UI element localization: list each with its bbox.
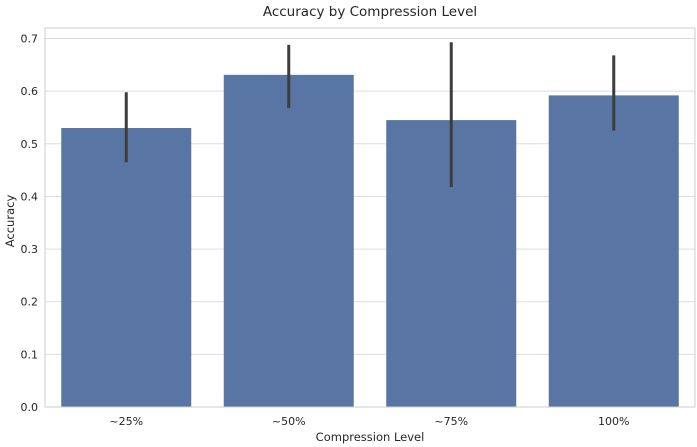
error-bars	[124, 42, 616, 187]
plot-frame	[44, 27, 696, 408]
y-tick-label: 0.7	[21, 33, 39, 46]
bar-1	[223, 74, 354, 408]
y-tick-label: 0.0	[21, 401, 39, 414]
y-tick-label: 0.1	[21, 348, 39, 361]
bars	[61, 74, 679, 408]
x-axis-ticks: ~25% ~50% ~75% 100%	[109, 415, 629, 428]
y-tick-label: 0.3	[21, 243, 39, 256]
y-axis-ticks: 0.0 0.1 0.2 0.3 0.4 0.5 0.6 0.7	[21, 33, 39, 414]
bar-0	[61, 128, 192, 407]
y-tick-label: 0.4	[21, 190, 39, 203]
x-tick-label: 100%	[598, 415, 629, 428]
y-tick-label: 0.5	[21, 138, 39, 151]
y-tick-label: 0.6	[21, 85, 39, 98]
y-tick-label: 0.2	[21, 296, 39, 309]
x-tick-label: ~75%	[434, 415, 468, 428]
x-axis-label: Compression Level	[316, 430, 425, 444]
y-axis-label: Accuracy	[3, 195, 17, 248]
chart-title: Accuracy by Compression Level	[263, 4, 477, 20]
bar-3	[548, 95, 679, 407]
x-tick-label: ~50%	[272, 415, 306, 428]
x-tick-label: ~25%	[109, 415, 143, 428]
